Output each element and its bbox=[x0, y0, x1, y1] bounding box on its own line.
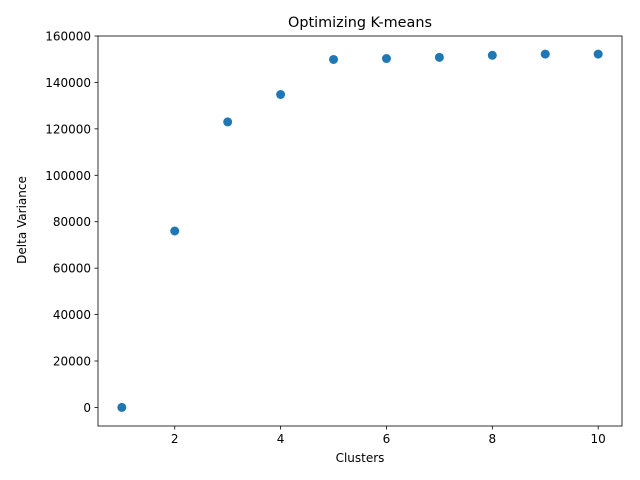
y-tick-label: 120000 bbox=[45, 122, 91, 136]
y-tick-label: 20000 bbox=[53, 355, 91, 369]
x-tick-label: 4 bbox=[277, 432, 285, 446]
x-tick-label: 2 bbox=[171, 432, 179, 446]
chart-title: Optimizing K-means bbox=[288, 15, 432, 31]
data-point bbox=[170, 226, 180, 236]
x-tick-label: 10 bbox=[591, 432, 606, 446]
axes-frame bbox=[97, 35, 623, 427]
y-tick-label: 40000 bbox=[53, 308, 91, 322]
data-point bbox=[117, 402, 127, 412]
data-point bbox=[223, 117, 233, 127]
y-tick-label: 80000 bbox=[53, 215, 91, 229]
data-point bbox=[276, 90, 286, 99]
plot-area: 2 4 6 8 10 0 20000 40000 60000 80000 100000 120000 1… bbox=[45, 30, 623, 446]
data-point bbox=[487, 50, 497, 60]
x-tick-label: 8 bbox=[489, 432, 497, 446]
y-axis-label: Delta Variance bbox=[15, 176, 29, 264]
y-tick-label: 0 bbox=[83, 401, 91, 415]
y-tick-label: 140000 bbox=[45, 76, 91, 90]
y-tick-label: 100000 bbox=[45, 169, 91, 183]
x-tick-label: 6 bbox=[383, 432, 391, 446]
data-point bbox=[434, 52, 444, 62]
data-point bbox=[381, 54, 391, 64]
y-tick-label: 160000 bbox=[45, 30, 91, 44]
y-tick-label: 60000 bbox=[53, 262, 91, 276]
x-axis-label: Clusters bbox=[336, 451, 385, 465]
data-point bbox=[540, 49, 550, 59]
data-point bbox=[593, 49, 603, 59]
data-point bbox=[329, 54, 339, 64]
